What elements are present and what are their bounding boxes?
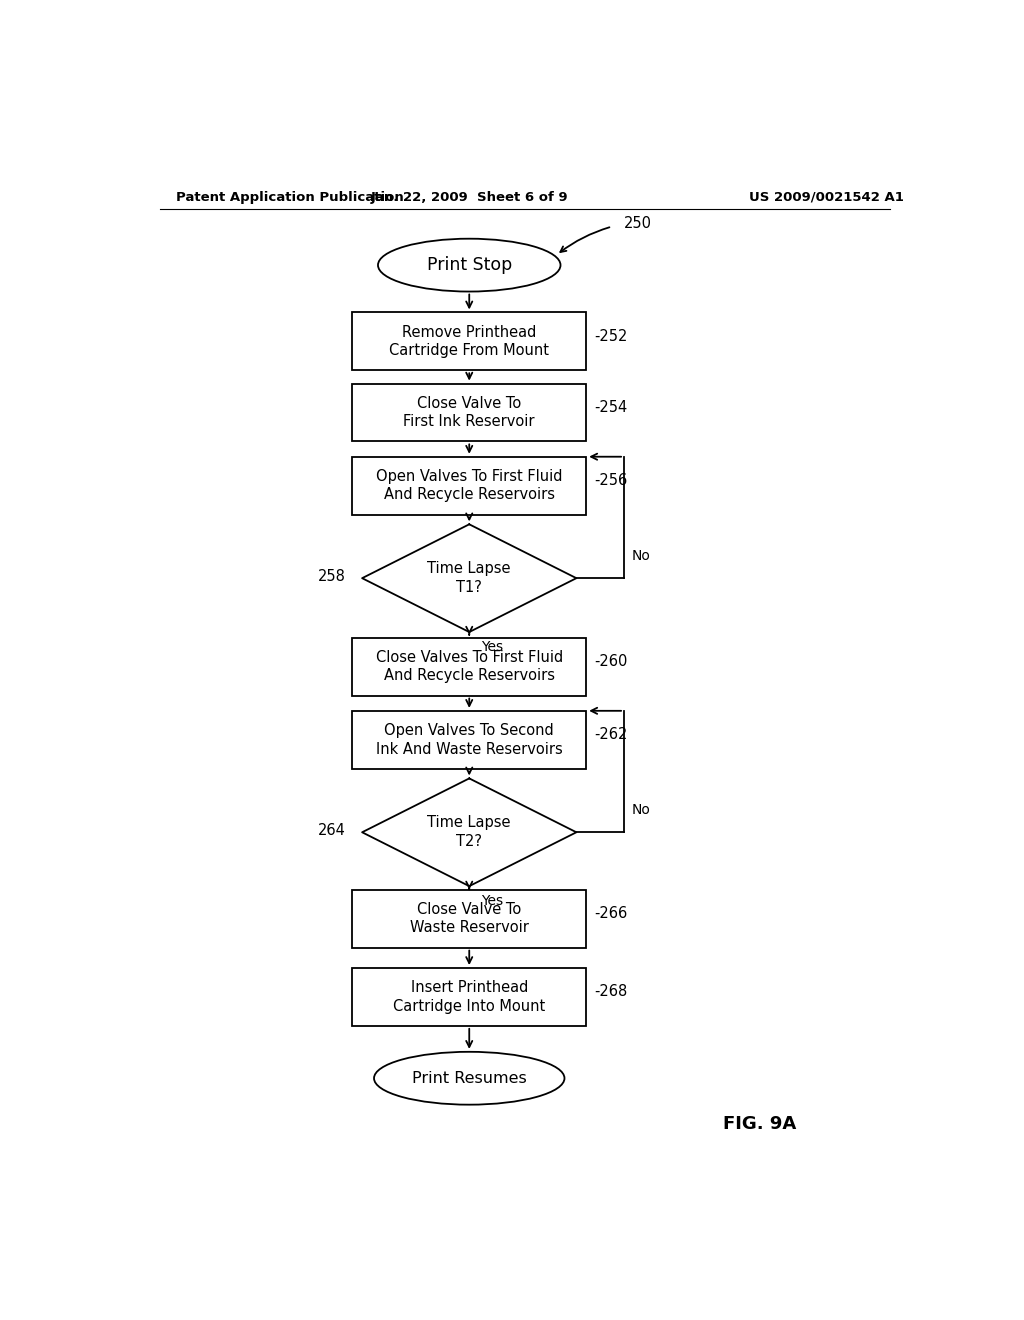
Text: Close Valve To
Waste Reservoir: Close Valve To Waste Reservoir	[410, 902, 528, 936]
Text: -254: -254	[594, 400, 628, 414]
Text: Remove Printhead
Cartridge From Mount: Remove Printhead Cartridge From Mount	[389, 325, 549, 358]
Text: No: No	[632, 803, 651, 817]
Text: Time Lapse
T1?: Time Lapse T1?	[427, 561, 511, 595]
Text: Open Valves To Second
Ink And Waste Reservoirs: Open Valves To Second Ink And Waste Rese…	[376, 723, 562, 756]
Text: -260: -260	[594, 653, 628, 669]
Text: -266: -266	[594, 906, 628, 921]
Text: Close Valve To
First Ink Reservoir: Close Valve To First Ink Reservoir	[403, 396, 535, 429]
Text: Patent Application Publication: Patent Application Publication	[176, 190, 403, 203]
Text: Open Valves To First Fluid
And Recycle Reservoirs: Open Valves To First Fluid And Recycle R…	[376, 469, 562, 503]
Text: FIG. 9A: FIG. 9A	[723, 1115, 797, 1133]
Ellipse shape	[374, 1052, 564, 1105]
Text: -268: -268	[594, 985, 628, 999]
FancyBboxPatch shape	[352, 890, 587, 948]
Text: Yes: Yes	[481, 640, 503, 655]
Text: US 2009/0021542 A1: US 2009/0021542 A1	[749, 190, 904, 203]
FancyBboxPatch shape	[352, 313, 587, 371]
Text: -262: -262	[594, 727, 628, 742]
Text: 264: 264	[318, 822, 346, 838]
FancyBboxPatch shape	[352, 968, 587, 1026]
Text: Time Lapse
T2?: Time Lapse T2?	[427, 816, 511, 849]
FancyBboxPatch shape	[352, 457, 587, 515]
Text: Insert Printhead
Cartridge Into Mount: Insert Printhead Cartridge Into Mount	[393, 981, 546, 1014]
Text: Print Resumes: Print Resumes	[412, 1071, 526, 1086]
Text: Jan. 22, 2009  Sheet 6 of 9: Jan. 22, 2009 Sheet 6 of 9	[371, 190, 568, 203]
Text: Close Valves To First Fluid
And Recycle Reservoirs: Close Valves To First Fluid And Recycle …	[376, 649, 563, 684]
Polygon shape	[362, 524, 577, 632]
FancyBboxPatch shape	[352, 638, 587, 696]
Text: Print Stop: Print Stop	[427, 256, 512, 275]
Text: -256: -256	[594, 473, 628, 488]
Text: Yes: Yes	[481, 894, 503, 908]
Text: 250: 250	[624, 216, 652, 231]
Text: 258: 258	[318, 569, 346, 583]
Text: No: No	[632, 549, 651, 562]
FancyBboxPatch shape	[352, 710, 587, 768]
Polygon shape	[362, 779, 577, 886]
Ellipse shape	[378, 239, 560, 292]
Text: -252: -252	[594, 329, 628, 343]
FancyBboxPatch shape	[352, 384, 587, 441]
